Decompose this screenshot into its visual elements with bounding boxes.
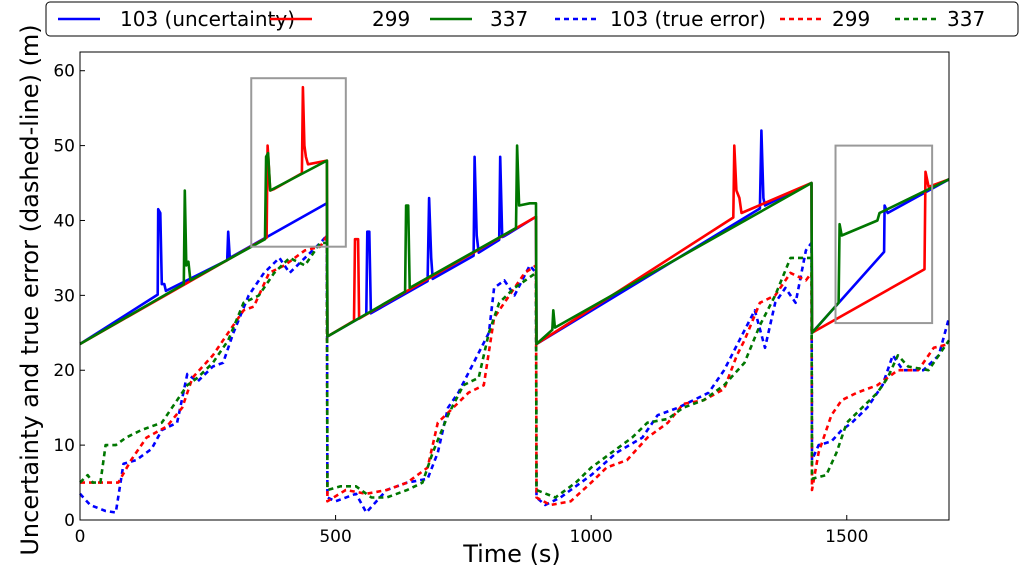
y-tick-label: 40 [53, 211, 75, 231]
y-tick-label: 60 [53, 62, 75, 82]
axes-frame [79, 51, 950, 521]
legend-label-3: 103 (true error) [610, 7, 766, 31]
axis-ticks: 0 500 1000 1500 0 10 20 30 40 50 60 [53, 62, 868, 547]
plot-area [79, 77, 951, 514]
y-tick-label: 30 [53, 286, 75, 306]
series-line-1-uncertainty [79, 85, 950, 346]
legend: 103 (uncertainty) 299 337 103 (true error) 2… [45, 1, 1019, 37]
zoom-box-annotation-1 [834, 144, 934, 325]
x-tick-label: 500 [319, 527, 351, 547]
legend-label-4: 299 [832, 7, 870, 31]
x-tick-label: 1500 [825, 527, 868, 547]
legend-label-2: 337 [490, 7, 528, 31]
series-line-5-true-error [79, 241, 951, 499]
legend-label-1: 299 [372, 7, 410, 31]
legend-label-0: 103 (uncertainty) [120, 7, 295, 31]
series-line-3-true-error [79, 234, 951, 514]
series-line-4-true-error [80, 234, 950, 507]
legend-box [45, 1, 1019, 37]
y-tick-label: 10 [53, 436, 75, 456]
y-tick-label: 0 [64, 511, 75, 531]
x-tick-label: 0 [75, 527, 86, 547]
x-axis-label: Time (s) [462, 540, 561, 568]
y-tick-label: 20 [53, 361, 75, 381]
x-tick-label: 1000 [570, 527, 613, 547]
zoom-box-annotation-0 [250, 77, 347, 248]
legend-label-5: 337 [947, 7, 985, 31]
y-tick-label: 50 [53, 137, 75, 157]
y-axis-label: Uncertainty and true error (dashed-line)… [16, 24, 44, 555]
series-line-2-uncertainty [79, 144, 950, 346]
series-line-0-uncertainty [79, 129, 950, 346]
